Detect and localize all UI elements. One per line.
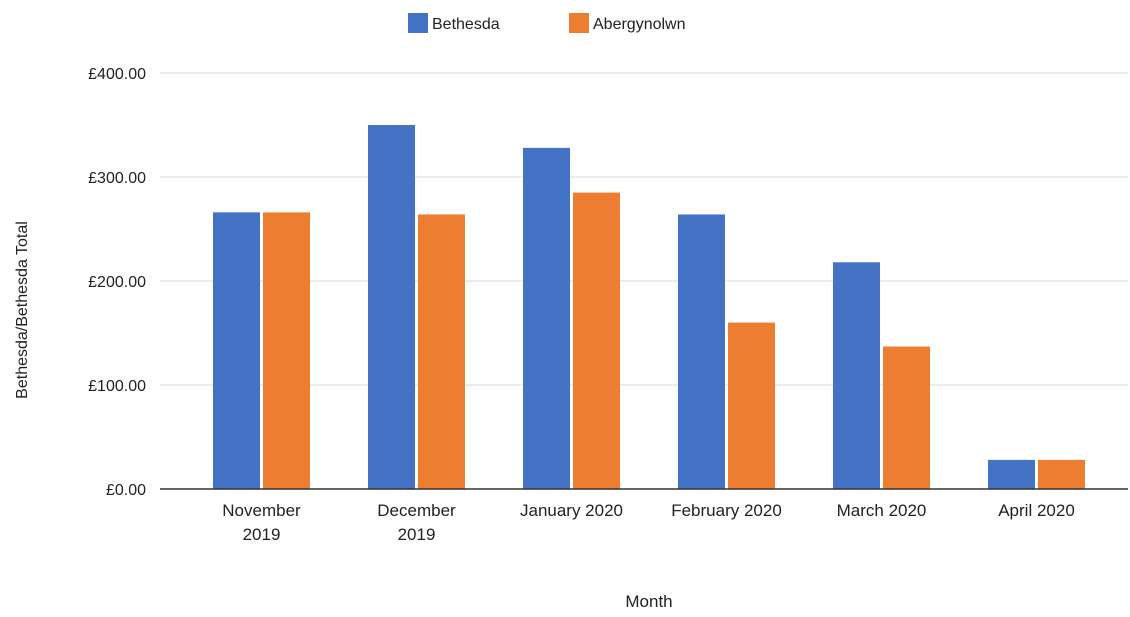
x-tick-label: March 2020 <box>837 501 927 520</box>
bar-bethesda-3 <box>678 214 725 489</box>
bar-abergynolwn-0 <box>263 212 310 490</box>
bar-abergynolwn-5 <box>1038 459 1085 489</box>
legend-label-abergynolwn: Abergynolwn <box>593 16 686 33</box>
y-tick-label: £300.00 <box>88 170 146 187</box>
bar-bethesda-4 <box>833 262 880 489</box>
bar-bethesda-2 <box>523 147 570 489</box>
x-tick-label: January 2020 <box>520 501 623 520</box>
x-tick-label: November 2019 <box>222 501 301 544</box>
bar-abergynolwn-2 <box>573 192 620 489</box>
bar-abergynolwn-1 <box>418 214 465 489</box>
y-axis-title: Bethesda/Bethesda Total <box>14 221 31 399</box>
x-axis-title: Month <box>625 592 672 611</box>
bars <box>213 125 1085 490</box>
x-tick-label: April 2020 <box>998 501 1075 520</box>
legend-swatch-abergynolwn <box>569 13 589 33</box>
legend: Bethesda Abergynolwn <box>408 13 686 33</box>
bar-bethesda-5 <box>988 459 1035 489</box>
x-tick-label: December 2019 <box>377 501 456 544</box>
bar-bethesda-0 <box>213 212 260 490</box>
x-tick-label: February 2020 <box>671 501 782 520</box>
axes: £0.00 £100.00 £200.00 £300.00 £400.00 Novembe… <box>88 66 1128 544</box>
y-tick-label: £400.00 <box>88 66 146 83</box>
bar-bethesda-1 <box>368 125 415 489</box>
y-tick-label: £100.00 <box>88 378 146 395</box>
legend-label-bethesda: Bethesda <box>432 16 500 33</box>
y-tick-label: £200.00 <box>88 274 146 291</box>
y-tick-label: £0.00 <box>106 482 146 499</box>
bar-abergynolwn-3 <box>728 322 775 489</box>
bar-abergynolwn-4 <box>883 346 930 489</box>
legend-swatch-bethesda <box>408 13 428 33</box>
gridlines <box>160 72 1128 386</box>
